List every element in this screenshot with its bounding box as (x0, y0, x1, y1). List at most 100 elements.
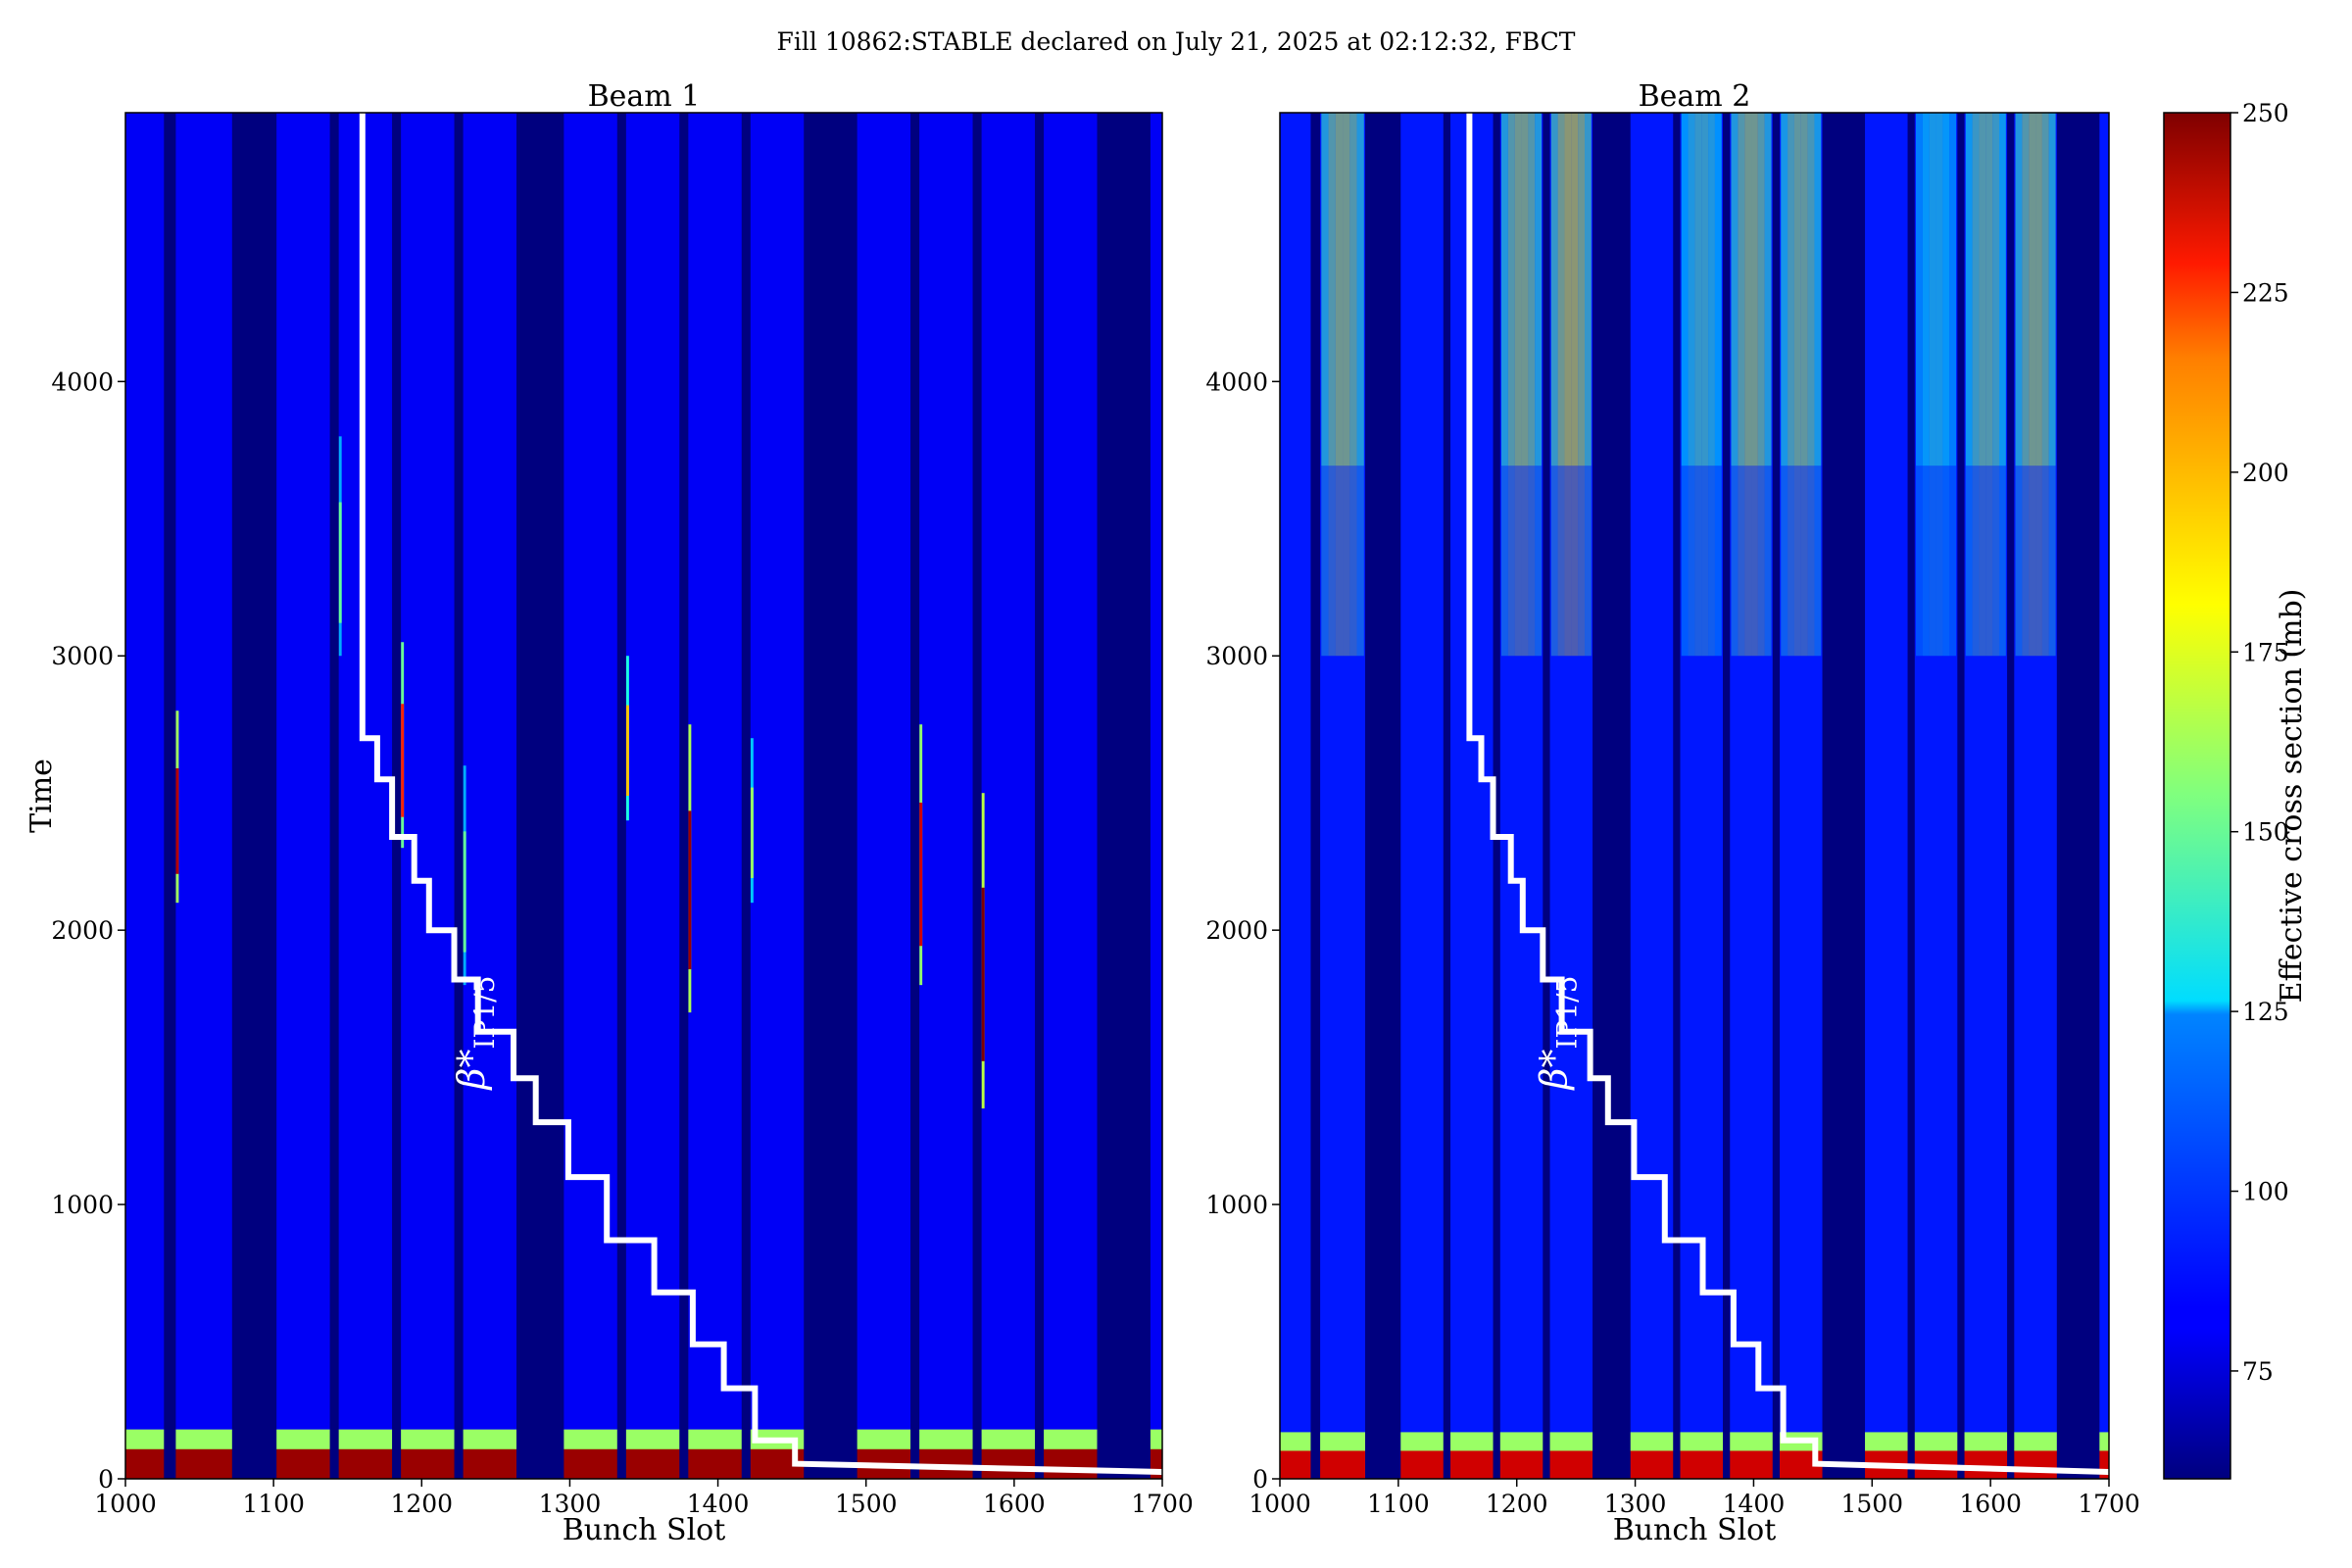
beam-2-elevated-train-7 (1992, 113, 2000, 466)
beam-2-panel: Beam 2 β*IP1/5 1000 1100 1200 1300 1400 1500 1… (1205, 79, 2139, 1547)
beam-1-empty-gap-4 (454, 113, 464, 1479)
beam-2-elevated-train-4 (1764, 113, 1772, 466)
beam-1-x-tick-label: 1500 (835, 1490, 898, 1518)
beam-2-elevated-train-1 (1501, 466, 1508, 657)
beam-2-empty-gap-1 (1365, 113, 1401, 1479)
beam-1-y-tick-label: 2000 (51, 916, 114, 945)
beam-2-elevated-train-1 (1507, 113, 1515, 466)
beam-2-elevated-train-0 (1328, 113, 1336, 466)
colorbar: 75 100 125 150 175 200 225 250 Effective cross … (2163, 99, 2309, 1480)
beam-2-empty-gap-12 (2007, 113, 2015, 1479)
beam-1-empty-gap-8 (741, 113, 751, 1479)
beam-2-elevated-train-5 (1793, 466, 1801, 657)
beam-1-empty-gap-2 (329, 113, 339, 1479)
beam-2-elevated-train-3 (1701, 113, 1709, 466)
beam-2-x-axis-label: Bunch Slot (1613, 1513, 1777, 1547)
beam-2-x-tick-label: 1600 (1959, 1490, 2022, 1518)
beam-2-x-tick-label: 1700 (2078, 1490, 2140, 1518)
colorbar-label: Effective cross section (mb) (2275, 589, 2309, 1004)
beam-2-elevated-train-3 (1688, 466, 1695, 657)
beam-2-elevated-train-7 (1999, 466, 2006, 657)
beam-2-elevated-train-0 (1356, 466, 1364, 657)
beam-2-elevated-train-3 (1708, 113, 1715, 466)
beam-2-elevated-train-1 (1521, 113, 1529, 466)
beam-2-elevated-train-7 (1965, 113, 1973, 466)
beam-1-heatmap (125, 113, 1162, 1479)
beam-2-elevated-train-7 (1979, 466, 1986, 657)
beam-2-elevated-train-1 (1501, 113, 1508, 466)
beam-2-elevated-train-2 (1578, 113, 1586, 466)
beam-2-elevated-train-8 (2015, 466, 2023, 657)
beam-1-empty-gap-13 (1097, 113, 1151, 1479)
beam-1-axes-frame (124, 112, 1163, 1480)
beam-1-y-tick-label: 4000 (51, 368, 114, 396)
beam-1-streak-core-3 (463, 831, 466, 953)
beam-2-elevated-train-2 (1550, 466, 1558, 657)
beam-2-elevated-train-4 (1731, 466, 1739, 657)
beam-1-empty-gap-6 (616, 113, 626, 1479)
beam-1-y-ticks: 0 1000 2000 3000 4000 (51, 368, 125, 1494)
beam-2-elevated-train-6 (1916, 113, 1923, 466)
beam-2-beta-star-overlay: β*IP1/5 (1466, 113, 2109, 1475)
beam-2-empty-gap-2 (1443, 113, 1451, 1479)
beam-2-elevated-train-3 (1714, 466, 1722, 657)
beam-2-elevated-train-8 (2029, 113, 2036, 466)
beam-2-elevated-train-8 (2041, 113, 2049, 466)
beam-2-empty-gap-11 (1957, 113, 1965, 1479)
beam-2-y-tick-label: 2000 (1205, 916, 1268, 945)
beam-2-y-tick-label: 1000 (1205, 1191, 1268, 1219)
beam-2-empty-gap-3 (1493, 113, 1500, 1479)
beam-2-elevated-train-1 (1535, 113, 1543, 466)
beam-2-empty-gap-7 (1723, 113, 1731, 1479)
beam-1-empty-gap-10 (910, 113, 920, 1479)
beam-2-elevated-train-7 (1985, 466, 1993, 657)
beam-2-empty-gap-9 (1822, 113, 1866, 1479)
beam-2-elevated-train-5 (1793, 113, 1801, 466)
beam-2-elevated-train-3 (1681, 113, 1689, 466)
beam-2-elevated-train-1 (1507, 466, 1515, 657)
beam-2-elevated-train-8 (2022, 466, 2030, 657)
beam-2-elevated-train-5 (1800, 466, 1808, 657)
colorbar-tick-label: 100 (2242, 1178, 2289, 1206)
beam-2-elevated-train-4 (1744, 466, 1752, 657)
beam-2-elevated-train-8 (2035, 466, 2042, 657)
beam-2-x-tick-label: 1300 (1604, 1490, 1667, 1518)
beam-1-empty-gap-9 (804, 113, 858, 1479)
beam-2-x-tick-label: 1100 (1367, 1490, 1430, 1518)
beam-2-elevated-train-0 (1343, 113, 1350, 466)
beam-1-beta-star-subscript: IP1/5 (468, 976, 501, 1050)
beam-1-x-tick-label: 1000 (94, 1490, 157, 1518)
beam-2-elevated-train-2 (1557, 113, 1565, 466)
beam-2-elevated-train-3 (1694, 466, 1702, 657)
beam-2-elevated-train-0 (1321, 113, 1329, 466)
beam-1-y-axis-label: Time (24, 759, 59, 833)
colorbar-ticks: 75 100 125 150 175 200 225 250 (2230, 99, 2289, 1386)
beam-2-empty-gap-13 (2056, 113, 2100, 1479)
beam-1-streak-core-4 (625, 705, 629, 796)
beam-1-startup-band-core (125, 1448, 1162, 1479)
beam-2-elevated-train-1 (1528, 466, 1536, 657)
beam-2-elevated-train-6 (1916, 466, 1923, 657)
beam-2-elevated-train-2 (1571, 466, 1579, 657)
beam-2-x-tick-label: 1200 (1486, 1490, 1548, 1518)
beam-2-heatmap (1280, 113, 2109, 1479)
colorbar-tick-label: 250 (2242, 99, 2289, 127)
beam-1-beta-star-label: β*IP1/5 (450, 976, 501, 1092)
beam-2-elevated-train-8 (2048, 466, 2056, 657)
beam-2-elevated-train-2 (1585, 466, 1592, 657)
beam-2-elevated-train-2 (1578, 466, 1586, 657)
beam-2-elevated-train-6 (1949, 113, 1957, 466)
beam-2-elevated-train-0 (1321, 466, 1329, 657)
beam-2-elevated-train-1 (1514, 466, 1522, 657)
beam-2-elevated-train-3 (1714, 113, 1722, 466)
beam-2-elevated-train-7 (1992, 466, 2000, 657)
beam-1-y-tick-label: 3000 (51, 642, 114, 670)
beam-2-elevated-train-6 (1942, 466, 1950, 657)
colorbar-tick-label: 75 (2242, 1357, 2274, 1386)
colorbar-tick-label: 225 (2242, 278, 2289, 307)
beam-2-empty-gap-0 (1310, 113, 1321, 1479)
beam-2-title: Beam 2 (1639, 79, 1751, 114)
beam-2-elevated-train-0 (1335, 113, 1344, 466)
beam-2-elevated-train-3 (1701, 466, 1709, 657)
